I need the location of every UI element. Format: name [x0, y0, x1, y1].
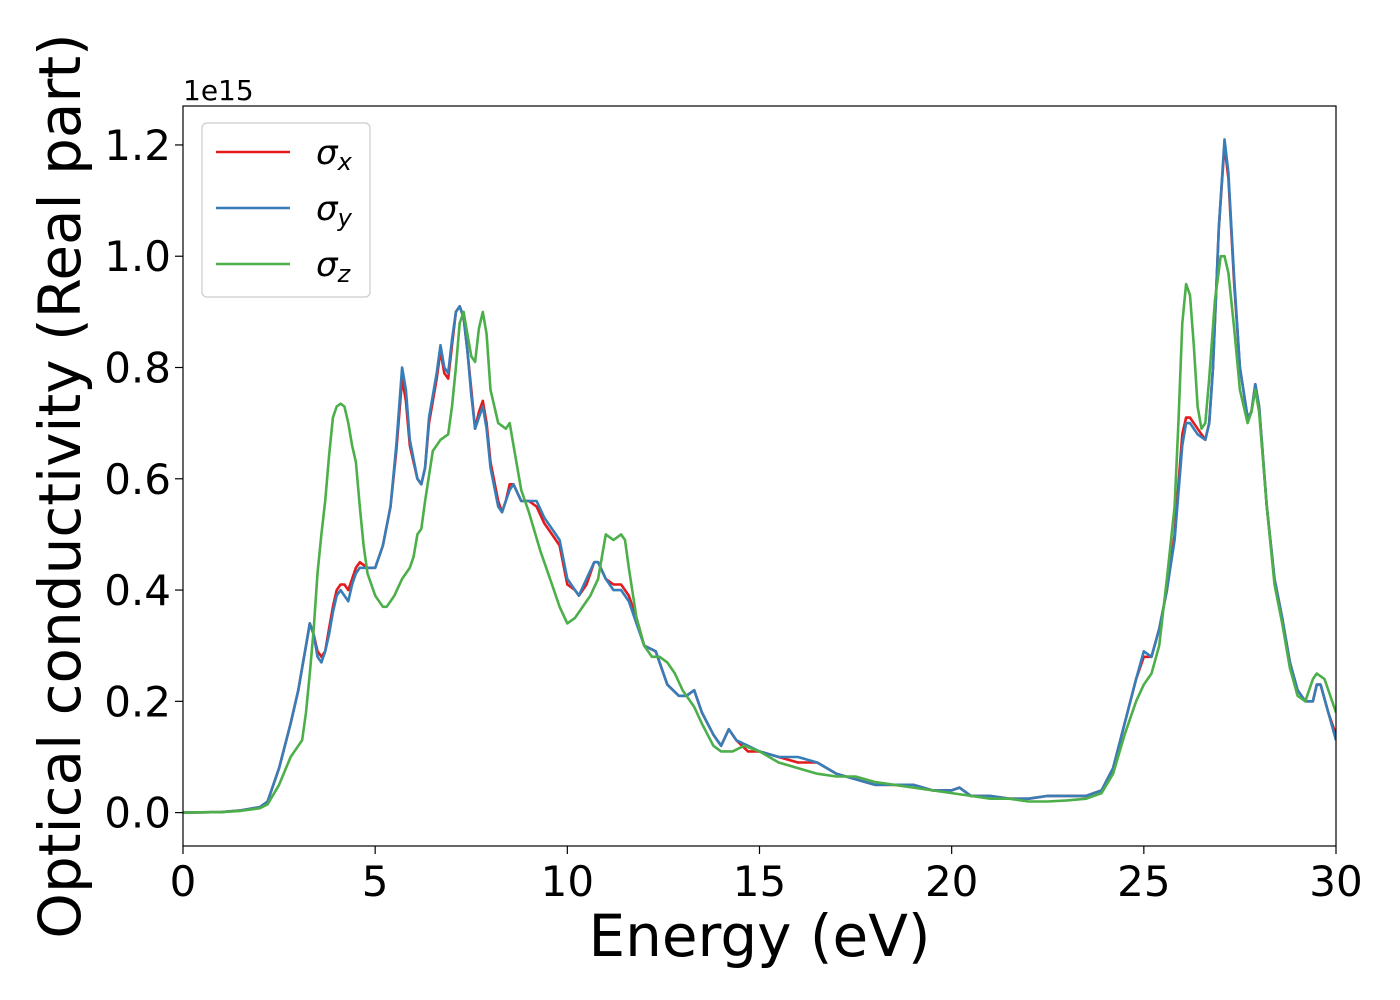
y-tick-label: 0.2 — [104, 677, 171, 726]
x-tick-label: 25 — [1117, 857, 1170, 906]
y-tick-label: 0.8 — [104, 344, 171, 393]
y-tick-label: 1.0 — [104, 232, 171, 281]
y-tick-label: 0.0 — [104, 789, 171, 838]
x-tick-label: 5 — [362, 857, 389, 906]
legend-box — [201, 122, 371, 298]
y-tick-label: 0.4 — [104, 566, 171, 615]
x-axis-title: Energy (eV) — [588, 902, 930, 970]
legend-label-z: σz — [316, 245, 352, 288]
series-line-x — [183, 143, 1336, 814]
x-tick-label: 15 — [733, 857, 786, 906]
legend: σx σy σz — [201, 122, 371, 298]
y-tick-label: 0.6 — [104, 455, 171, 504]
x-tick-label: 30 — [1309, 857, 1362, 906]
legend-label-x: σx — [316, 133, 353, 176]
series-line-y — [183, 138, 1336, 814]
series-line-z — [183, 254, 1336, 814]
legend-label-y: σy — [316, 189, 353, 232]
x-tick-label: 10 — [541, 857, 594, 906]
y-offset-label: 1e15 — [183, 74, 254, 107]
y-axis-title: Optical conductivity (Real part) — [26, 33, 94, 938]
x-tick-label: 0 — [170, 857, 197, 906]
x-tick-label: 20 — [925, 857, 978, 906]
y-tick-label: 1.2 — [104, 121, 171, 170]
